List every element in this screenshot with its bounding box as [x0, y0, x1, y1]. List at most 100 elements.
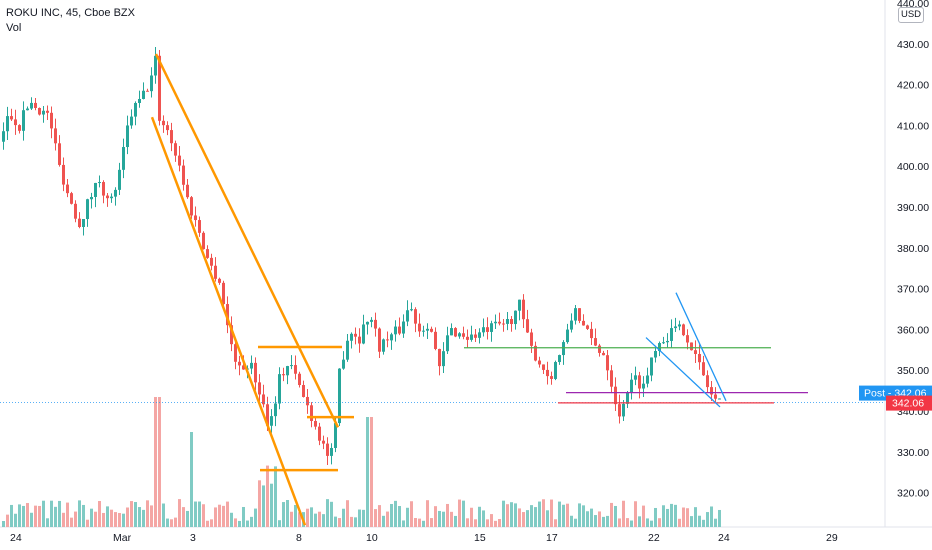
candle-body [266, 404, 269, 426]
candle-body [86, 199, 89, 220]
volume-bar [258, 480, 261, 527]
candle-body [106, 195, 109, 199]
candle-body [46, 110, 49, 113]
last-price-badge-text: 342.06 [892, 398, 924, 410]
volume-bar [538, 501, 541, 527]
volume-bar [50, 500, 53, 527]
price-tick-label: 330.00 [897, 447, 929, 459]
volume-bar [638, 516, 641, 527]
volume-bar [130, 501, 133, 527]
volume-bar [242, 506, 245, 527]
candle-body [482, 327, 485, 333]
candle-body [590, 328, 593, 339]
volume-bar [438, 510, 441, 527]
volume-legend[interactable]: Vol [6, 22, 22, 34]
candle-body [494, 321, 497, 324]
candle-body [322, 440, 325, 444]
candle-body [706, 375, 709, 388]
candle-body [586, 325, 589, 329]
candle-body [718, 398, 721, 400]
volume-bar [686, 508, 689, 527]
candle-body [98, 182, 101, 184]
volume-bar [378, 505, 381, 527]
volume-bar [82, 504, 85, 527]
candle-body [694, 350, 697, 354]
trend-line-lower[interactable] [150, 116, 307, 526]
volume-bar [86, 519, 89, 527]
volume-bar [282, 502, 285, 527]
volume-bar [182, 507, 185, 527]
candle-body [34, 102, 37, 108]
volume-bar [590, 508, 593, 527]
volume-bar [382, 515, 385, 527]
candle-body [26, 108, 29, 111]
price-tick-label: 400.00 [897, 161, 929, 173]
volume-bar [118, 512, 121, 527]
wedge-line-lower[interactable] [645, 337, 721, 408]
time-tick-label: 10 [366, 532, 378, 544]
volume-bar [566, 503, 569, 527]
candle-body [410, 309, 413, 311]
candle-body [374, 319, 377, 329]
candle-body [218, 278, 221, 283]
candle-body [74, 203, 77, 219]
volume-bar [62, 512, 65, 527]
candle-body [130, 116, 133, 126]
candle-body [182, 165, 185, 185]
candle-body [566, 329, 569, 343]
candle-body [670, 328, 673, 341]
volume-bar [266, 465, 269, 527]
candle-body [198, 220, 201, 233]
candle-body [154, 55, 157, 76]
trend-line-upper[interactable] [154, 53, 340, 428]
candle-body [178, 155, 181, 166]
last-price-badge[interactable] [886, 395, 932, 411]
candle-body [646, 375, 649, 384]
candle-body [426, 328, 429, 331]
currency-button[interactable]: USD [898, 7, 924, 23]
candle-body [274, 403, 277, 417]
volume-bar [626, 518, 629, 527]
candle-body [574, 308, 577, 321]
volume-bar [74, 511, 77, 527]
volume-bar [622, 500, 625, 527]
volume-bar [466, 518, 469, 527]
candle-body [206, 249, 209, 258]
candle-body [22, 110, 25, 131]
candle-body [342, 359, 345, 369]
candle-body [318, 426, 321, 441]
candle-body [286, 366, 289, 376]
candle-body [366, 321, 369, 325]
candle-body [166, 125, 169, 131]
volume-bar [678, 518, 681, 527]
volume-bar [674, 504, 677, 527]
volume-bar [542, 499, 545, 527]
candle-body [126, 125, 129, 148]
candle-body [474, 334, 477, 338]
volume-bar [410, 501, 413, 527]
volume-bar [586, 511, 589, 527]
volume-bar [306, 508, 309, 527]
volume-bar [198, 501, 201, 527]
candle-body [582, 320, 585, 326]
volume-bar [54, 506, 57, 527]
volume-bar [474, 519, 477, 527]
volume-bar [334, 516, 337, 527]
price-tick-label: 360.00 [897, 324, 929, 336]
candle-body [478, 332, 481, 338]
candle-body [294, 365, 297, 374]
candle-body [438, 348, 441, 367]
candle-body [162, 120, 165, 126]
price-tick-label: 380.00 [897, 243, 929, 255]
candle-body [638, 375, 641, 389]
volume-bar [166, 518, 169, 527]
wedge-line-upper[interactable] [675, 292, 727, 402]
symbol-legend[interactable]: ROKU INC, 45, Cboe BZX [6, 7, 135, 19]
candle-body [82, 219, 85, 227]
volume-bar [202, 504, 205, 527]
candle-body [70, 193, 73, 204]
volume-bar [158, 397, 161, 527]
volume-bar [250, 516, 253, 527]
volume-bar [138, 507, 141, 527]
